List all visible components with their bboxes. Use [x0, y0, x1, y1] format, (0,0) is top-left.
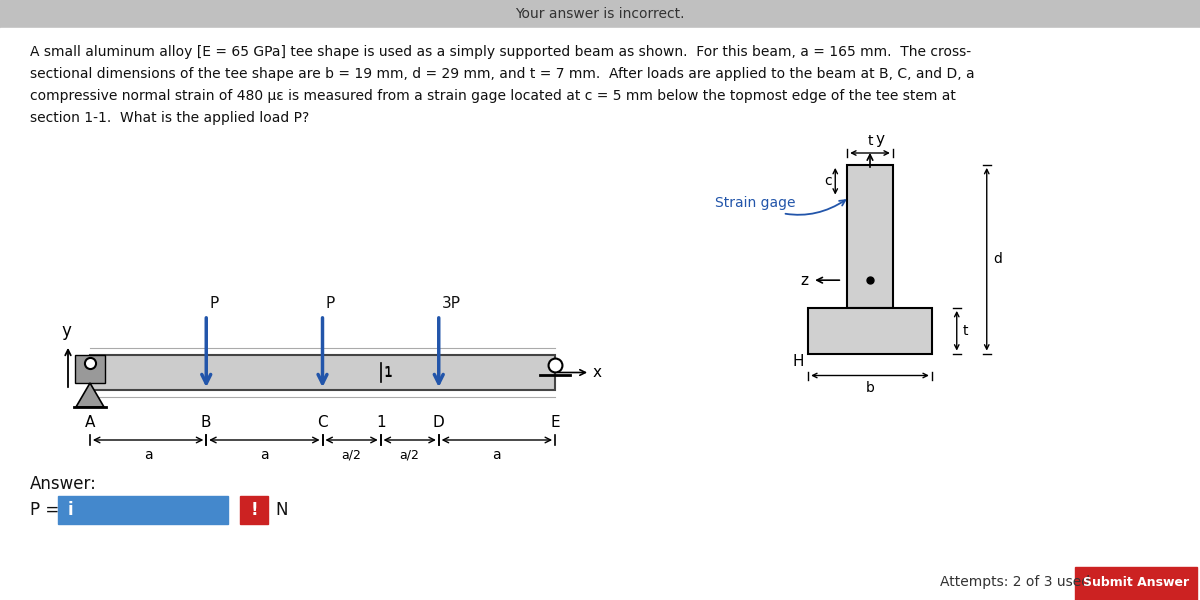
Text: Answer:: Answer: — [30, 475, 97, 493]
Text: P =: P = — [30, 501, 59, 519]
Text: x: x — [593, 365, 602, 380]
Text: a: a — [260, 448, 269, 462]
Text: E: E — [550, 415, 560, 430]
Text: A: A — [85, 415, 95, 430]
Bar — [240, 496, 268, 524]
Text: d: d — [992, 252, 1002, 266]
Text: 1: 1 — [376, 415, 385, 430]
Bar — [847, 165, 893, 308]
Text: b: b — [865, 382, 875, 395]
Bar — [90, 355, 554, 390]
Text: D: D — [433, 415, 445, 430]
Text: t: t — [868, 134, 872, 148]
Text: Submit Answer: Submit Answer — [1082, 577, 1189, 589]
Polygon shape — [76, 383, 104, 407]
Text: B: B — [202, 415, 211, 430]
Text: c: c — [824, 174, 833, 188]
Text: P: P — [209, 296, 218, 311]
Text: H: H — [793, 353, 804, 368]
Text: a/2: a/2 — [342, 448, 361, 461]
Text: compressive normal strain of 480 με is measured from a strain gage located at c : compressive normal strain of 480 με is m… — [30, 89, 956, 103]
Text: sectional dimensions of the tee shape are b = 19 mm, d = 29 mm, and t = 7 mm.  A: sectional dimensions of the tee shape ar… — [30, 67, 974, 81]
Text: a: a — [492, 448, 502, 462]
Text: y: y — [61, 322, 71, 340]
Text: t: t — [962, 324, 968, 338]
Text: z: z — [800, 272, 809, 287]
Text: y: y — [875, 132, 884, 147]
Bar — [74, 355, 106, 383]
Text: Attempts: 2 of 3 used: Attempts: 2 of 3 used — [940, 575, 1090, 589]
Text: 1: 1 — [384, 365, 392, 379]
Text: a/2: a/2 — [400, 448, 420, 461]
Text: i: i — [68, 501, 73, 519]
Text: 3P: 3P — [442, 296, 461, 311]
Text: a: a — [144, 448, 152, 462]
Text: !: ! — [250, 501, 258, 519]
Text: A small aluminum alloy [E = 65 GPa] tee shape is used as a simply supported beam: A small aluminum alloy [E = 65 GPa] tee … — [30, 45, 971, 59]
Text: section 1-1.  What is the applied load P?: section 1-1. What is the applied load P? — [30, 111, 310, 125]
Text: Strain gage: Strain gage — [715, 196, 845, 215]
Text: 1: 1 — [384, 366, 392, 380]
Text: C: C — [317, 415, 328, 430]
Text: N: N — [275, 501, 288, 519]
Bar — [58, 496, 228, 524]
Bar — [1075, 567, 1198, 600]
Text: Your answer is incorrect.: Your answer is incorrect. — [515, 7, 685, 21]
Bar — [0, 0, 1200, 28]
Bar — [809, 308, 931, 353]
Text: P: P — [325, 296, 335, 311]
